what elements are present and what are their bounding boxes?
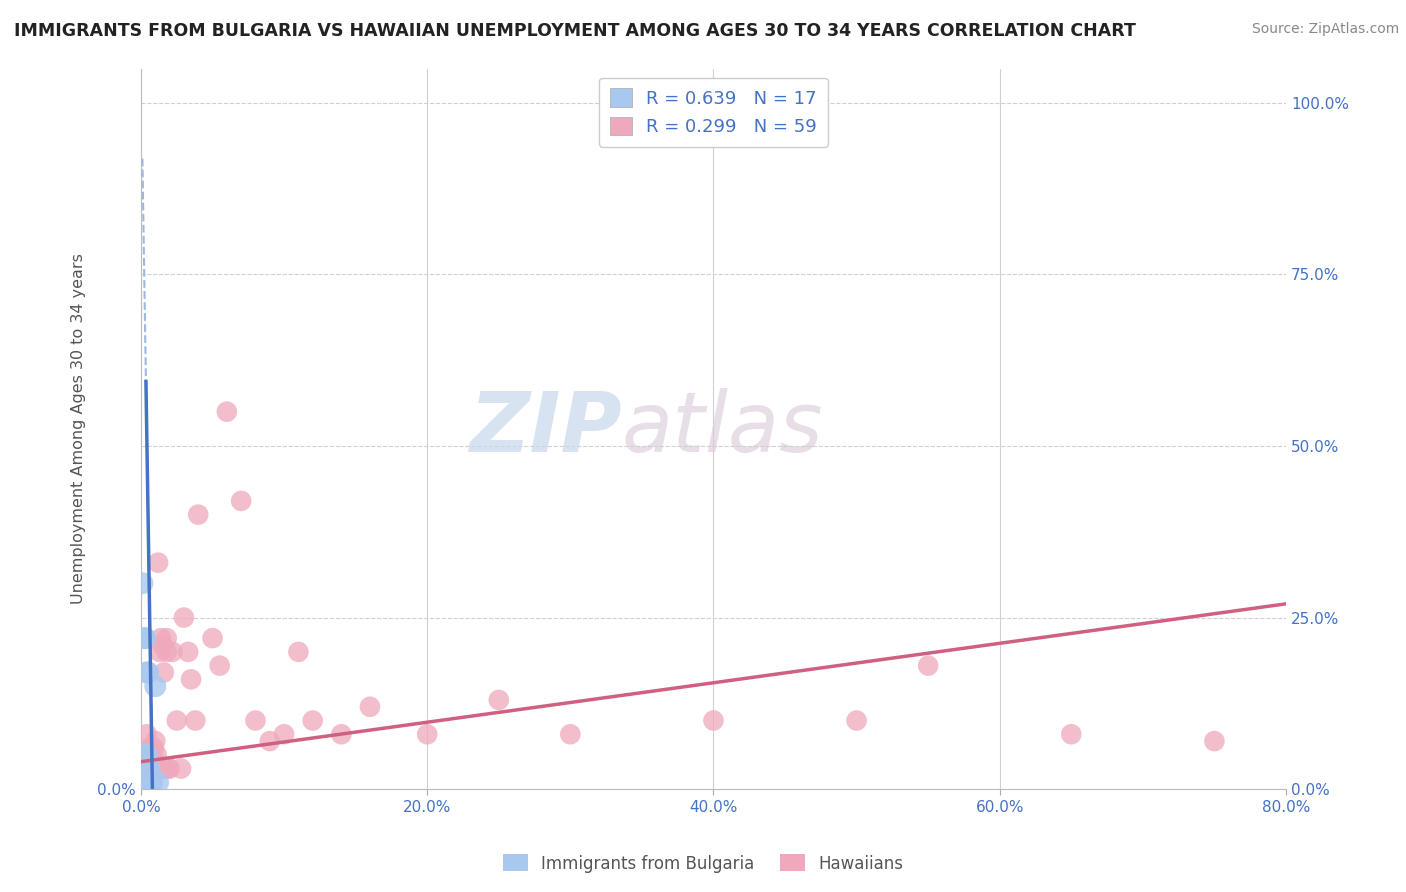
Point: [1204, 734, 1226, 748]
Point: [139, 747, 162, 762]
Point: [173, 610, 195, 624]
Point: [141, 775, 163, 789]
Legend: Immigrants from Bulgaria, Hawaiians: Immigrants from Bulgaria, Hawaiians: [496, 847, 910, 880]
Point: [153, 665, 176, 680]
Point: [156, 645, 179, 659]
Point: [148, 762, 170, 776]
Text: ZIP: ZIP: [470, 388, 621, 469]
Point: [359, 699, 381, 714]
Point: [135, 747, 157, 762]
Point: [231, 494, 253, 508]
Point: [488, 693, 510, 707]
Point: [142, 762, 165, 776]
Point: [150, 631, 173, 645]
Text: atlas: atlas: [621, 388, 824, 469]
Point: [143, 679, 166, 693]
Point: [208, 658, 231, 673]
Point: [157, 762, 180, 776]
Point: [917, 658, 939, 673]
Point: [287, 645, 309, 659]
Y-axis label: Unemployment Among Ages 30 to 34 years: Unemployment Among Ages 30 to 34 years: [72, 253, 86, 604]
Point: [136, 762, 159, 776]
Point: [145, 747, 167, 762]
Point: [131, 576, 153, 591]
Point: [155, 762, 177, 776]
Point: [138, 741, 160, 756]
Point: [146, 775, 169, 789]
Point: [148, 645, 170, 659]
Point: [143, 734, 166, 748]
Point: [152, 762, 174, 776]
Point: [141, 755, 163, 769]
Point: [184, 714, 207, 728]
Point: [152, 638, 174, 652]
Point: [135, 727, 157, 741]
Point: [1060, 727, 1083, 741]
Text: Source: ZipAtlas.com: Source: ZipAtlas.com: [1251, 22, 1399, 37]
Point: [201, 631, 224, 645]
Point: [245, 714, 267, 728]
Point: [138, 775, 160, 789]
Point: [142, 741, 165, 756]
Point: [330, 727, 353, 741]
Point: [139, 775, 162, 789]
Point: [143, 755, 166, 769]
Point: [136, 762, 159, 776]
Point: [135, 755, 157, 769]
Point: [138, 755, 160, 769]
Point: [215, 405, 238, 419]
Point: [132, 747, 155, 762]
Point: [134, 747, 156, 762]
Point: [187, 508, 209, 522]
Point: [259, 734, 281, 748]
Point: [156, 631, 179, 645]
Point: [170, 762, 193, 776]
Point: [560, 727, 582, 741]
Legend: R = 0.639   N = 17, R = 0.299   N = 59: R = 0.639 N = 17, R = 0.299 N = 59: [599, 78, 828, 147]
Point: [146, 556, 169, 570]
Point: [136, 747, 159, 762]
Point: [135, 665, 157, 680]
Point: [134, 762, 156, 776]
Point: [845, 714, 868, 728]
Point: [136, 665, 159, 680]
Point: [136, 775, 159, 789]
Point: [159, 762, 181, 776]
Point: [134, 631, 156, 645]
Point: [138, 762, 160, 776]
Point: [138, 762, 160, 776]
Point: [132, 747, 155, 762]
Point: [273, 727, 295, 741]
Point: [145, 762, 167, 776]
Point: [132, 631, 155, 645]
Point: [139, 762, 162, 776]
Text: IMMIGRANTS FROM BULGARIA VS HAWAIIAN UNEMPLOYMENT AMONG AGES 30 TO 34 YEARS CORR: IMMIGRANTS FROM BULGARIA VS HAWAIIAN UNE…: [14, 22, 1136, 40]
Point: [162, 645, 184, 659]
Point: [141, 762, 163, 776]
Point: [301, 714, 323, 728]
Point: [177, 645, 200, 659]
Point: [702, 714, 724, 728]
Point: [143, 762, 166, 776]
Point: [166, 714, 188, 728]
Point: [416, 727, 439, 741]
Point: [180, 673, 202, 687]
Point: [134, 775, 156, 789]
